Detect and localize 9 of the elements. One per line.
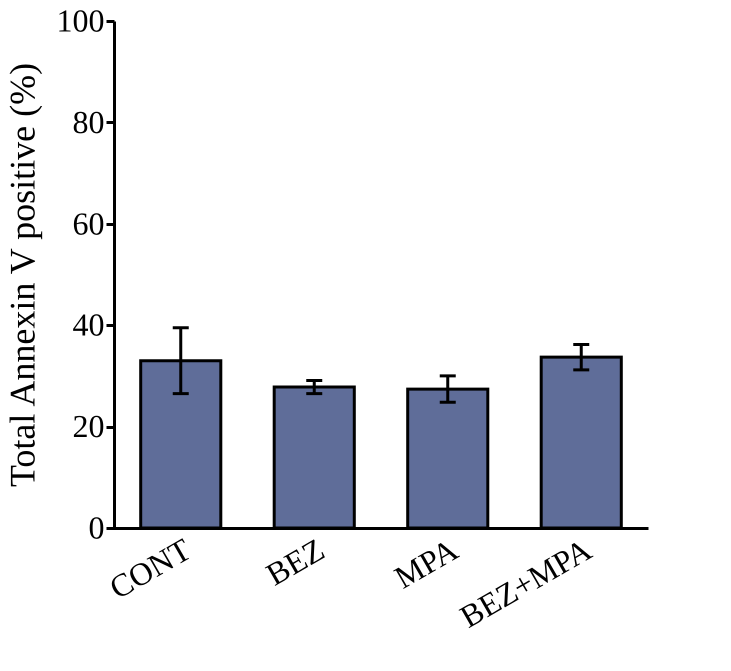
y-tick-label: 80 <box>72 104 104 140</box>
y-axis-title: Total Annexin V positive (%) <box>2 62 42 488</box>
y-tick-label: 0 <box>88 510 104 546</box>
y-tick-label: 20 <box>72 408 104 444</box>
y-tick-label: 40 <box>72 306 104 343</box>
x-tick-label: MPA <box>388 531 464 596</box>
y-tick-label: 60 <box>72 205 104 242</box>
y-tick-label: 100 <box>56 2 104 38</box>
x-tick-label: BEZ <box>260 531 330 592</box>
